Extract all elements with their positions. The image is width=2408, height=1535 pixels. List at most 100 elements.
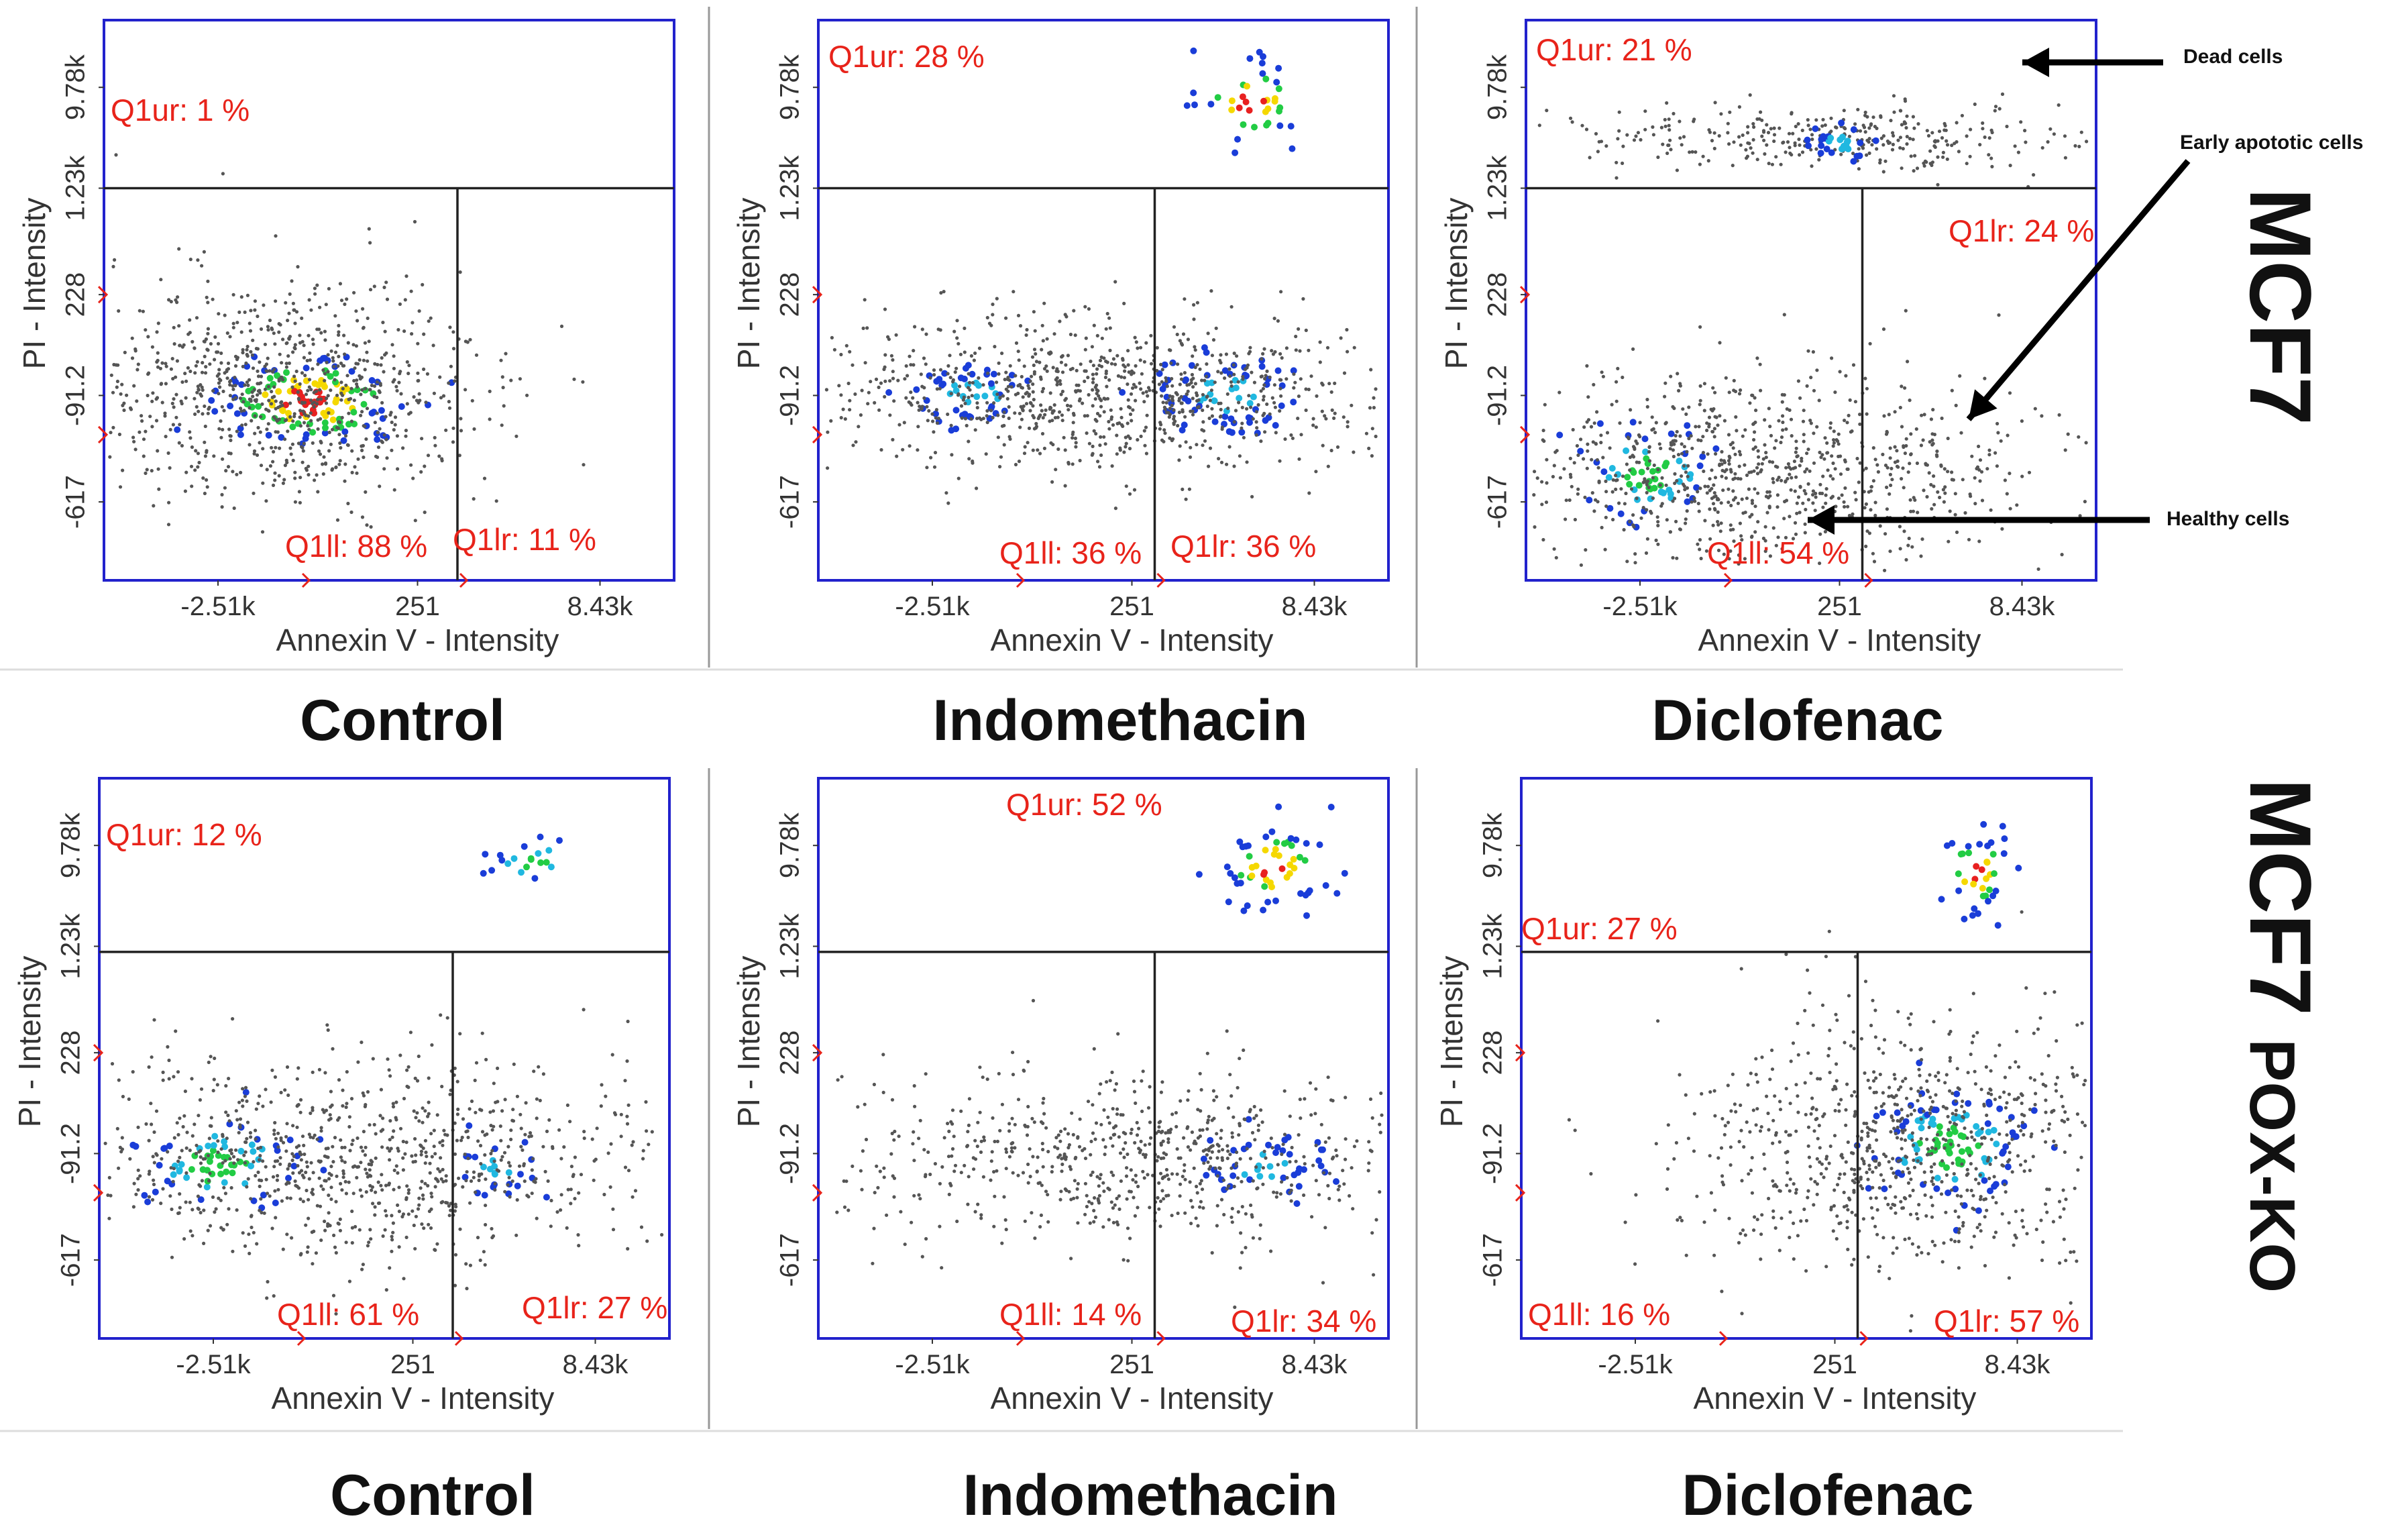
scatter-point bbox=[258, 1154, 262, 1158]
scatter-point bbox=[445, 1133, 449, 1137]
scatter-point bbox=[1777, 419, 1781, 423]
scatter-point bbox=[1060, 355, 1064, 359]
scatter-point bbox=[1071, 411, 1076, 416]
scatter-point bbox=[1900, 477, 1904, 481]
scatter-point bbox=[969, 370, 976, 378]
scatter-point bbox=[1614, 487, 1618, 492]
scatter-point bbox=[1242, 99, 1250, 105]
scatter-point bbox=[239, 295, 243, 299]
scatter-point bbox=[1594, 131, 1598, 136]
scatter-point bbox=[225, 1136, 229, 1141]
scatter-point bbox=[1553, 450, 1557, 454]
scatter-point bbox=[1839, 472, 1843, 476]
scatter-point bbox=[258, 430, 262, 434]
scatter-point bbox=[1940, 416, 1944, 421]
scatter-point bbox=[1251, 123, 1258, 131]
scatter-point bbox=[1141, 391, 1145, 395]
scatter-point bbox=[316, 362, 320, 366]
scatter-point bbox=[941, 370, 948, 377]
scatter-point bbox=[525, 393, 529, 397]
scatter-point bbox=[1101, 1225, 1105, 1229]
scatter-point bbox=[1993, 451, 1997, 455]
scatter-point bbox=[1857, 167, 1861, 171]
scatter-point bbox=[252, 1230, 256, 1234]
scatter-point bbox=[160, 1145, 168, 1152]
scatter-point bbox=[1582, 425, 1586, 429]
scatter-point bbox=[193, 371, 197, 375]
scatter-point bbox=[529, 1134, 533, 1138]
scatter-point bbox=[1635, 496, 1639, 500]
scatter-point bbox=[1713, 390, 1717, 394]
scatter-point bbox=[316, 427, 320, 431]
scatter-point bbox=[1270, 1146, 1274, 1150]
scatter-point bbox=[1864, 502, 1868, 507]
scatter-point bbox=[1541, 429, 1545, 433]
scatter-point bbox=[258, 360, 262, 364]
scatter-point bbox=[965, 362, 972, 369]
scatter-point bbox=[298, 1098, 303, 1102]
scatter-point bbox=[1908, 137, 1912, 141]
scatter-point bbox=[315, 473, 319, 477]
scatter-point bbox=[1249, 405, 1253, 409]
scatter-point bbox=[248, 321, 252, 325]
scatter-point bbox=[1099, 435, 1103, 439]
scatter-point bbox=[1119, 415, 1124, 420]
scatter-point bbox=[1091, 404, 1095, 408]
scatter-point bbox=[408, 1030, 413, 1035]
scatter-point bbox=[1824, 493, 1828, 497]
scatter-point bbox=[955, 1219, 959, 1224]
scatter-point bbox=[1712, 427, 1716, 431]
scatter-point bbox=[1091, 377, 1095, 381]
scatter-point bbox=[1969, 494, 1973, 498]
scatter-point bbox=[1183, 297, 1187, 301]
scatter-point bbox=[329, 442, 333, 446]
scatter-point bbox=[319, 397, 323, 401]
scatter-point bbox=[1875, 147, 1879, 151]
scatter-point bbox=[1781, 428, 1785, 432]
scatter-point bbox=[1254, 1114, 1258, 1118]
scatter-point bbox=[291, 350, 295, 354]
scatter-point bbox=[1088, 1221, 1092, 1225]
scatter-point bbox=[302, 1143, 306, 1147]
scatter-point bbox=[1330, 408, 1334, 413]
scatter-point bbox=[1592, 421, 1596, 425]
scatter-point bbox=[198, 1098, 202, 1102]
scatter-point bbox=[231, 325, 235, 329]
scatter-point bbox=[878, 1169, 882, 1173]
scatter-point bbox=[1364, 431, 1368, 435]
scatter-point bbox=[264, 1088, 268, 1092]
scatter-point bbox=[1095, 383, 1099, 387]
scatter-point bbox=[1202, 429, 1206, 433]
scatter-point bbox=[199, 1161, 203, 1165]
scatter-point bbox=[1264, 374, 1268, 378]
scatter-point bbox=[1649, 468, 1656, 475]
scatter-point bbox=[1771, 460, 1775, 464]
scatter-points bbox=[824, 47, 1378, 511]
scatter-point bbox=[405, 360, 409, 364]
scatter-point bbox=[895, 454, 899, 458]
scatter-point bbox=[394, 1164, 398, 1168]
scatter-point bbox=[1817, 399, 1821, 403]
scatter-point bbox=[888, 413, 892, 417]
scatter-point bbox=[248, 1130, 252, 1135]
scatter-point bbox=[1935, 454, 1939, 458]
scatter-point bbox=[1170, 1214, 1174, 1218]
scatter-point bbox=[1219, 460, 1224, 464]
scatter-point bbox=[272, 1165, 276, 1169]
scatter-point bbox=[167, 1058, 171, 1063]
scatter-point bbox=[1097, 1184, 1101, 1188]
scatter-point bbox=[1932, 433, 1936, 437]
scatter-point bbox=[1186, 389, 1190, 393]
scatter-point bbox=[211, 1089, 215, 1093]
scatter-point bbox=[1596, 500, 1600, 504]
scatter-point bbox=[144, 471, 148, 476]
scatter-point bbox=[641, 1157, 645, 1161]
scatter-point bbox=[1185, 1126, 1189, 1130]
scatter-point bbox=[227, 1207, 231, 1211]
scatter-point bbox=[521, 1139, 529, 1146]
scatter-point bbox=[176, 1211, 180, 1216]
scatter-point bbox=[1327, 804, 1335, 810]
scatter-point bbox=[979, 1139, 983, 1143]
scatter-point bbox=[1229, 384, 1234, 388]
scatter-point bbox=[309, 419, 313, 423]
